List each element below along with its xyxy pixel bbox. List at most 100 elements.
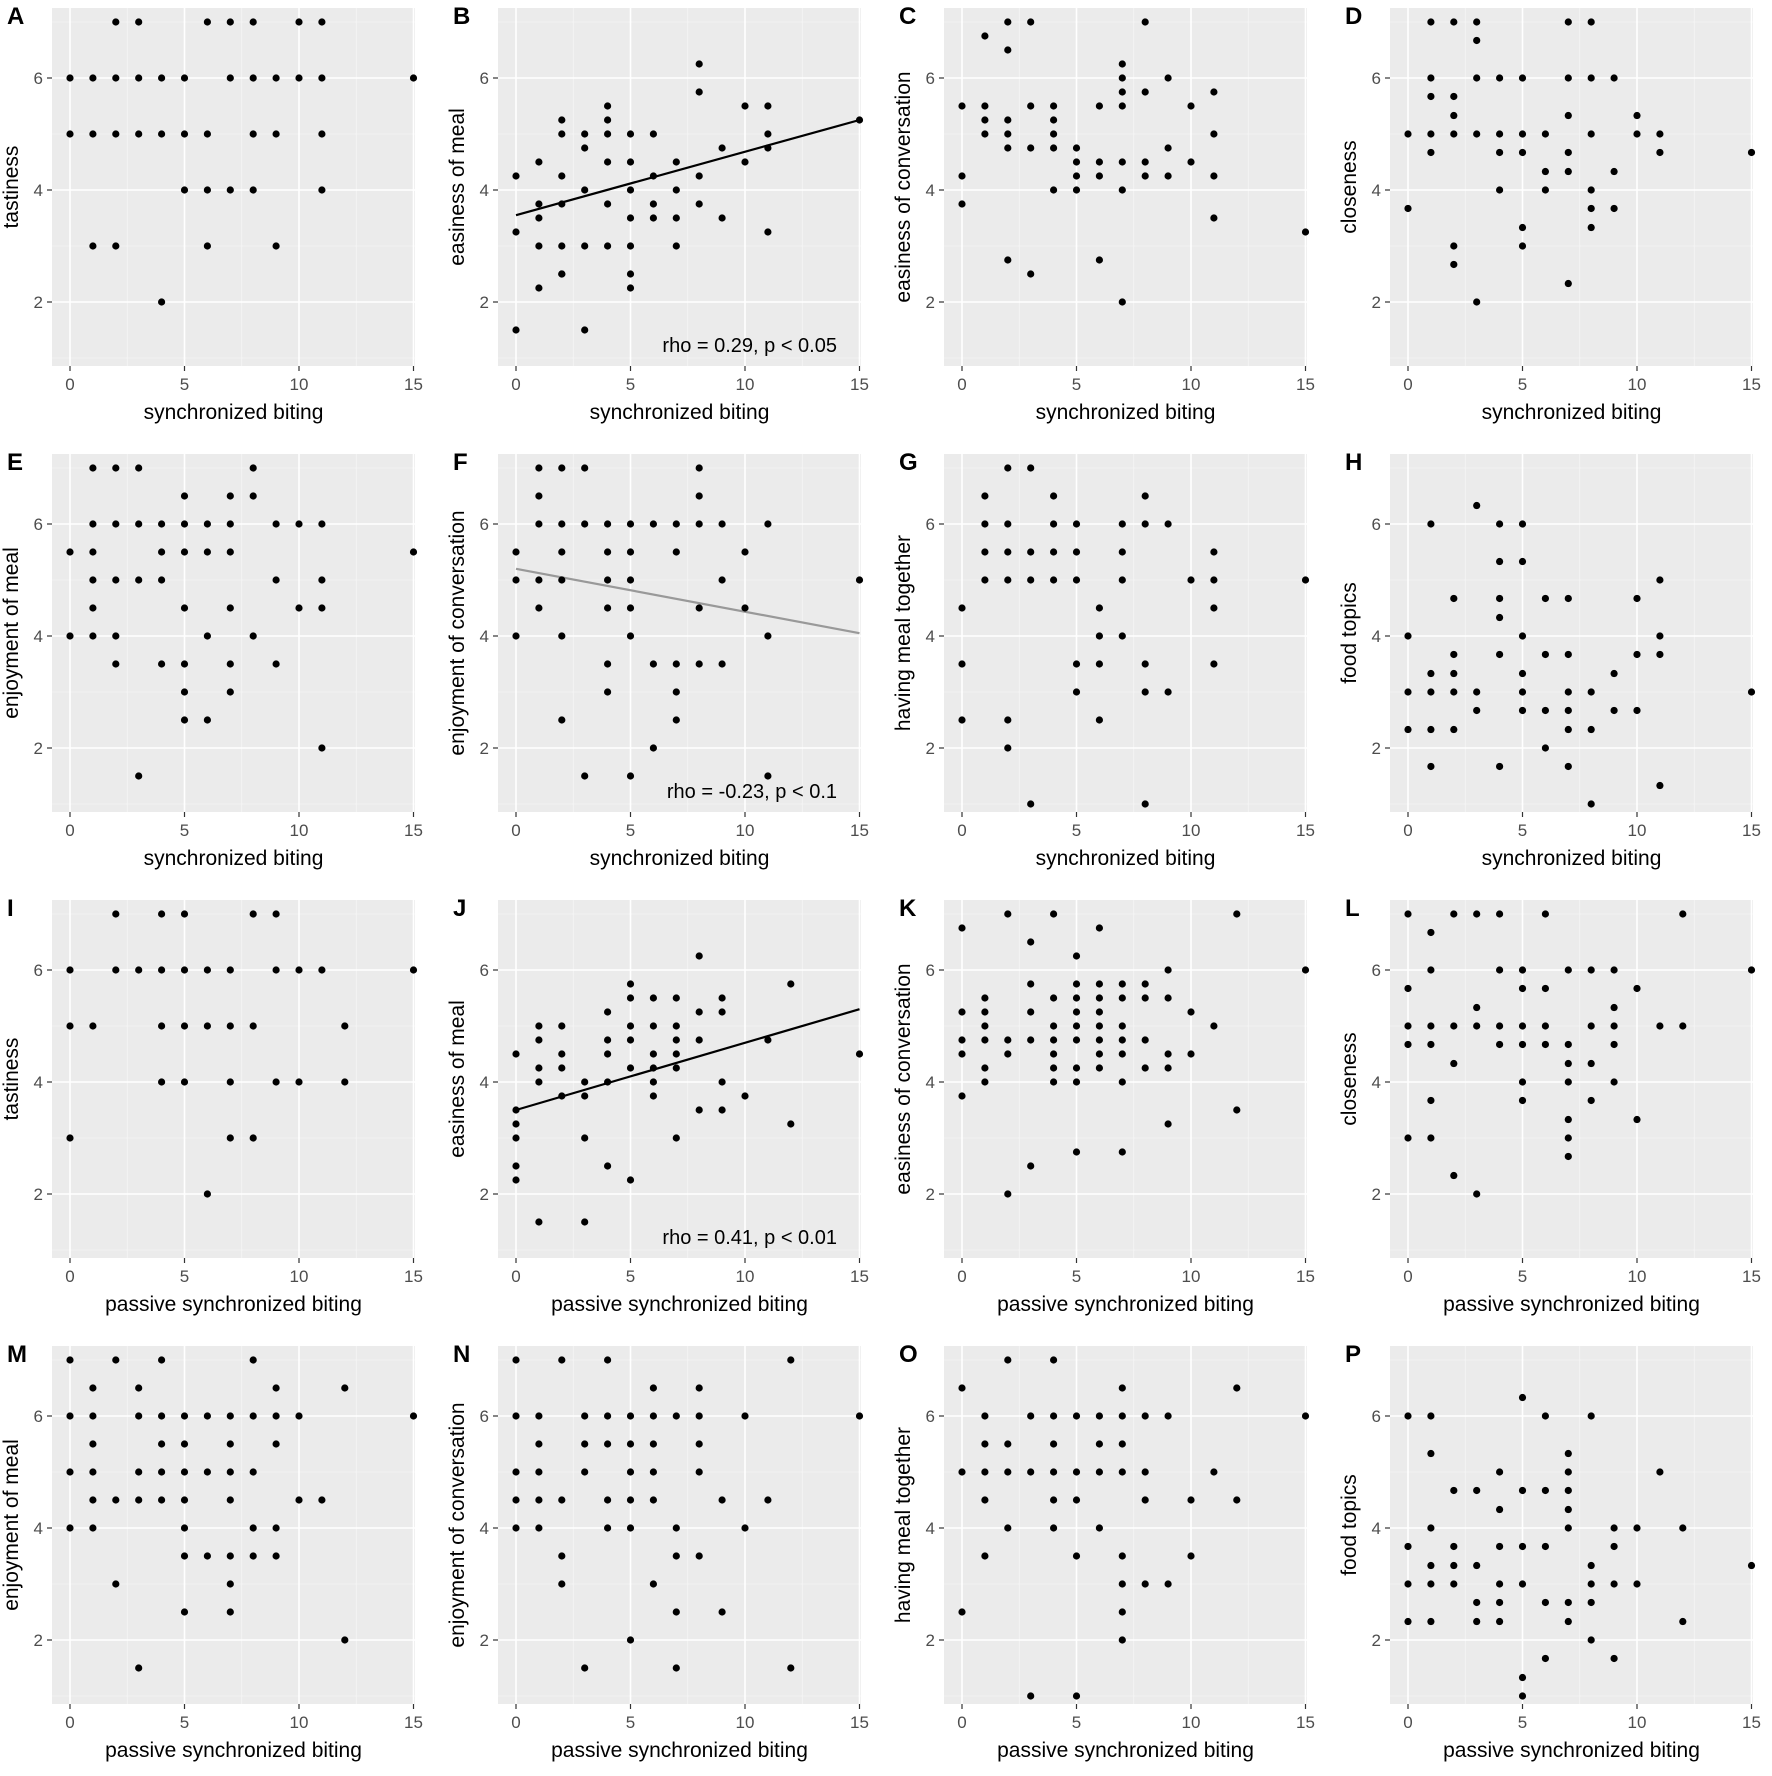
data-point: [1427, 148, 1435, 157]
panel-F: 0 5 10 15 2 4 6 rho = -0.23, p < 0.1 synchronize…: [446, 449, 869, 870]
y-tick-label: 4: [480, 1519, 489, 1538]
data-point: [89, 520, 97, 528]
data-point: [180, 716, 189, 724]
x-tick-label: 0: [1403, 1713, 1412, 1732]
x-tick-label: 15: [1296, 1713, 1315, 1732]
data-point: [581, 1078, 589, 1086]
data-point: [1587, 800, 1595, 808]
data-point: [695, 952, 703, 960]
data-point: [203, 1552, 211, 1560]
data-point: [558, 242, 566, 250]
data-point: [226, 1468, 234, 1476]
data-point: [855, 116, 864, 124]
x-tick-label: 15: [1742, 1267, 1761, 1286]
data-point: [535, 492, 543, 500]
data-point: [180, 604, 189, 612]
y-tick-label: 2: [34, 1631, 43, 1650]
plot-background: [52, 454, 415, 812]
y-axis-title: closeness: [1338, 140, 1361, 233]
data-point: [1496, 966, 1504, 974]
data-point: [1518, 520, 1527, 528]
data-point: [89, 1022, 97, 1030]
data-point: [1518, 223, 1527, 232]
y-tick-label: 2: [1372, 1631, 1381, 1650]
data-point: [1450, 650, 1458, 659]
data-point: [1301, 1412, 1310, 1420]
data-point: [535, 576, 543, 584]
panel-letter: J: [453, 895, 466, 922]
data-point: [626, 1176, 635, 1184]
data-point: [1518, 669, 1527, 678]
data-point: [409, 74, 418, 82]
y-tick-label: 4: [926, 1519, 935, 1538]
data-point: [66, 548, 74, 556]
data-point: [604, 116, 612, 124]
data-point: [695, 1036, 703, 1044]
data-point: [1656, 650, 1664, 659]
data-point: [1404, 1412, 1412, 1420]
data-point: [1404, 1134, 1412, 1142]
data-point: [695, 464, 703, 472]
data-point: [1656, 130, 1664, 138]
data-point: [512, 326, 520, 334]
data-point: [672, 1134, 680, 1142]
data-point: [1050, 1356, 1058, 1364]
x-tick-label: 5: [1518, 375, 1527, 394]
data-point: [1427, 130, 1435, 138]
data-point: [1164, 688, 1172, 696]
data-point: [958, 716, 966, 724]
x-tick-label: 5: [180, 1267, 189, 1286]
data-point: [958, 172, 966, 180]
data-point: [1404, 688, 1412, 696]
data-point: [626, 576, 635, 584]
data-point: [1095, 604, 1103, 612]
data-point: [649, 994, 658, 1002]
data-point: [672, 660, 680, 668]
y-tick-label: 4: [34, 1519, 43, 1538]
panel-letter: E: [7, 449, 23, 476]
data-point: [1450, 242, 1458, 250]
data-point: [1118, 1412, 1126, 1420]
plot-background: [1390, 8, 1753, 366]
data-point: [558, 130, 566, 138]
data-point: [409, 548, 418, 556]
y-tick-label: 6: [480, 1407, 489, 1426]
data-point: [226, 966, 234, 974]
data-point: [112, 464, 120, 472]
data-point: [1210, 1468, 1218, 1476]
data-point: [1427, 1524, 1435, 1532]
data-point: [1404, 130, 1412, 138]
data-point: [1118, 1580, 1126, 1588]
data-point: [512, 1120, 520, 1128]
data-point: [1404, 1542, 1412, 1551]
x-axis-title: synchronized biting: [1482, 847, 1662, 870]
data-point: [1587, 204, 1595, 213]
data-point: [1050, 1078, 1058, 1086]
data-point: [981, 116, 989, 124]
data-point: [558, 576, 566, 584]
data-point: [581, 130, 589, 138]
data-point: [1427, 1096, 1435, 1105]
data-point: [1141, 1496, 1149, 1504]
data-point: [1004, 716, 1012, 724]
data-point: [1541, 594, 1549, 603]
plot-background: [944, 454, 1307, 812]
data-point: [764, 130, 772, 138]
data-point: [1164, 1064, 1172, 1072]
data-point: [112, 660, 120, 668]
data-point: [1610, 1542, 1618, 1551]
data-point: [1404, 632, 1412, 640]
x-axis-title: synchronized biting: [590, 401, 770, 424]
data-point: [558, 548, 566, 556]
data-point: [649, 660, 658, 668]
data-point: [158, 910, 166, 918]
data-point: [158, 1440, 166, 1448]
y-axis-title: enjoyment of meal: [0, 1439, 23, 1611]
data-point: [1187, 158, 1195, 166]
x-tick-label: 10: [736, 821, 755, 840]
data-point: [1564, 1468, 1572, 1476]
x-axis-title: synchronized biting: [590, 847, 770, 870]
data-point: [1473, 1003, 1481, 1012]
y-tick-label: 2: [480, 739, 489, 758]
data-point: [695, 520, 703, 528]
